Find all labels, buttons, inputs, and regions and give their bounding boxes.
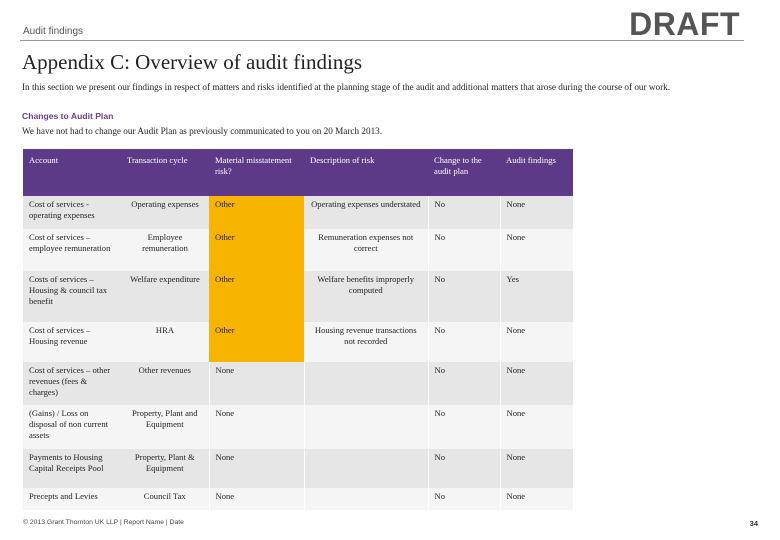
cell-findings: None — [499, 362, 573, 405]
cell-risk: None — [208, 362, 304, 405]
cell-account: Cost of services – Housing revenue — [23, 322, 121, 362]
audit-plan-note: We have not had to change our Audit Plan… — [22, 126, 383, 136]
cell-description — [303, 405, 428, 449]
column-header: Account — [23, 149, 121, 196]
footer-copyright: © 2013 Grant Thornton UK LLP | Report Na… — [23, 519, 184, 526]
cell-account: (Gains) / Loss on disposal of non curren… — [23, 405, 121, 449]
cell-description — [303, 449, 428, 488]
cell-cycle: Property, Plant & Equipment — [121, 449, 209, 488]
cell-account: Cost of services – employee remuneration — [23, 229, 121, 271]
cell-findings: None — [499, 405, 573, 449]
cell-description: Housing revenue transactions not recorde… — [304, 322, 428, 362]
column-header: Material misstatement risk? — [209, 149, 304, 196]
cell-cycle: Other revenues — [121, 362, 209, 405]
cell-risk: Other — [209, 271, 304, 322]
table-row: (Gains) / Loss on disposal of non curren… — [23, 405, 573, 449]
cell-risk: Other — [209, 229, 304, 271]
cell-description — [303, 362, 428, 405]
cell-findings: None — [499, 229, 573, 271]
cell-change: No — [427, 229, 500, 271]
table-row: Cost of services – other revenues (fees … — [23, 362, 573, 405]
cell-account: Precepts and Levies — [23, 488, 121, 510]
cell-cycle: Employee remuneration — [121, 229, 209, 271]
subheading-changes: Changes to Audit Plan — [22, 111, 114, 121]
cell-findings: None — [499, 196, 573, 229]
table-row: Costs of services – Housing & council ta… — [23, 271, 573, 322]
cell-description: Welfare benefits improperly computed — [304, 271, 428, 322]
cell-cycle: Welfare expenditure — [121, 271, 209, 322]
cell-cycle: HRA — [121, 322, 209, 362]
cell-findings: None — [499, 488, 573, 510]
cell-change: No — [427, 271, 500, 322]
cell-description — [303, 488, 428, 510]
table-header-row: Account Transaction cycle Material misst… — [23, 149, 573, 196]
column-header: Change to the audit plan — [428, 149, 500, 196]
page-number: 34 — [749, 519, 758, 528]
cell-change: No — [427, 488, 500, 510]
cell-cycle: Council Tax — [121, 488, 209, 510]
cell-account: Cost of services - operating expenses — [23, 196, 121, 229]
table-row: Payments to Housing Capital Receipts Poo… — [23, 449, 573, 488]
column-header: Transaction cycle — [121, 149, 209, 196]
cell-change: No — [427, 405, 500, 449]
cell-cycle: Property, Plant and Equipment — [121, 405, 209, 449]
cell-risk: Other — [209, 196, 304, 229]
cell-risk: None — [208, 488, 304, 510]
cell-findings: Yes — [499, 271, 573, 322]
cell-cycle: Operating expenses — [121, 196, 209, 229]
cell-risk: None — [208, 449, 304, 488]
table-row: Cost of services - operating expenses Op… — [23, 196, 573, 229]
header-divider — [20, 40, 744, 41]
cell-account: Payments to Housing Capital Receipts Poo… — [23, 449, 121, 488]
intro-paragraph: In this section we present our findings … — [22, 82, 671, 92]
cell-findings: None — [499, 322, 573, 362]
cell-findings: None — [499, 449, 573, 488]
cell-description: Operating expenses understated — [304, 196, 428, 229]
column-header: Audit findings — [500, 149, 573, 196]
cell-account: Cost of services – other revenues (fees … — [23, 362, 121, 405]
table-row: Cost of services – employee remuneration… — [23, 229, 573, 271]
table-row: Cost of services – Housing revenue HRA O… — [23, 322, 573, 362]
findings-table: Account Transaction cycle Material misst… — [23, 149, 573, 510]
cell-change: No — [427, 322, 500, 362]
cell-risk: Other — [209, 322, 304, 362]
cell-risk: None — [208, 405, 304, 449]
cell-account: Costs of services – Housing & council ta… — [23, 271, 121, 322]
page-title: Appendix C: Overview of audit findings — [22, 50, 363, 74]
section-label: Audit findings — [23, 26, 84, 37]
cell-change: No — [427, 449, 500, 488]
table-row: Precepts and Levies Council Tax None No … — [23, 488, 573, 510]
cell-description: Remuneration expenses not correct — [304, 229, 428, 271]
draft-watermark: DRAFT — [629, 6, 740, 42]
cell-change: No — [427, 362, 500, 405]
cell-change: No — [427, 196, 500, 229]
column-header: Description of risk — [304, 149, 428, 196]
